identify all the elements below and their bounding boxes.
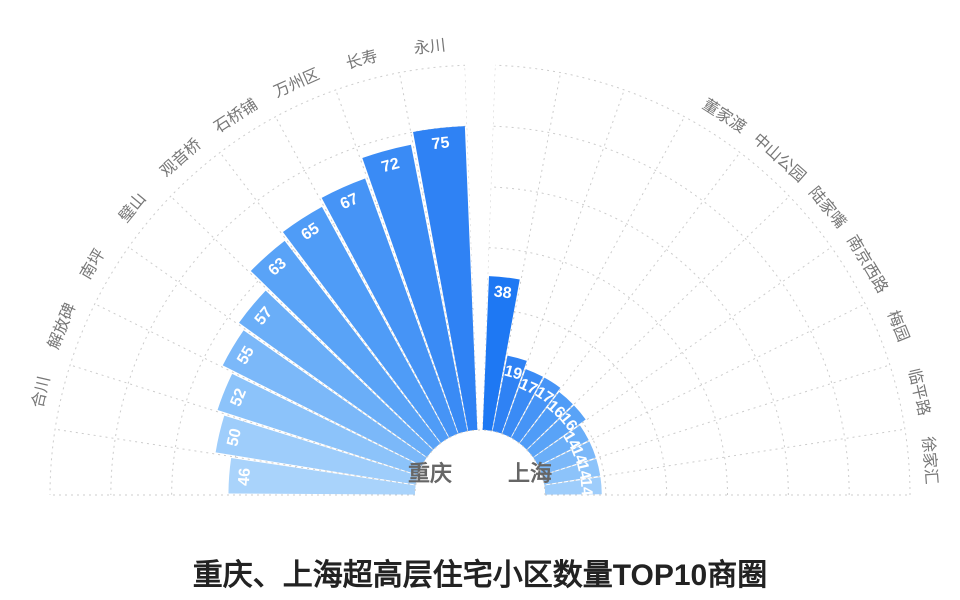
- category-label: 观音桥: [157, 135, 205, 180]
- category-label: 石桥铺: [211, 96, 261, 137]
- category-label: 南坪: [77, 246, 109, 283]
- category-label: 万州区: [271, 66, 322, 101]
- bar-value: 46: [236, 467, 254, 486]
- bar-value: 75: [431, 134, 451, 153]
- category-label: 合川: [29, 374, 54, 409]
- chart-svg: 75726765635755525046永川长寿万州区石桥铺观音桥璧山南坪解放碑…: [0, 0, 960, 550]
- axis-label-right: 上海: [508, 461, 552, 486]
- category-label: 解放碑: [45, 301, 80, 352]
- category-label: 南京西路: [843, 232, 891, 296]
- category-label: 璧山: [115, 189, 150, 226]
- category-label: 徐家汇: [919, 436, 941, 485]
- chart-title: 重庆、上海超高层住宅小区数量TOP10商圈: [0, 550, 960, 594]
- category-label: 长寿: [344, 47, 380, 73]
- category-label: 中山公园: [749, 130, 809, 186]
- category-label: 永川: [413, 36, 447, 57]
- bar-value: 38: [493, 283, 513, 302]
- category-label: 陆家嘴: [805, 183, 849, 231]
- category-label: 临平路: [905, 367, 934, 418]
- axis-label-left: 重庆: [408, 461, 452, 486]
- polar-bar-chart: 75726765635755525046永川长寿万州区石桥铺观音桥璧山南坪解放碑…: [0, 0, 960, 550]
- category-label: 梅园: [884, 308, 913, 344]
- category-label: 董家渡: [699, 96, 749, 137]
